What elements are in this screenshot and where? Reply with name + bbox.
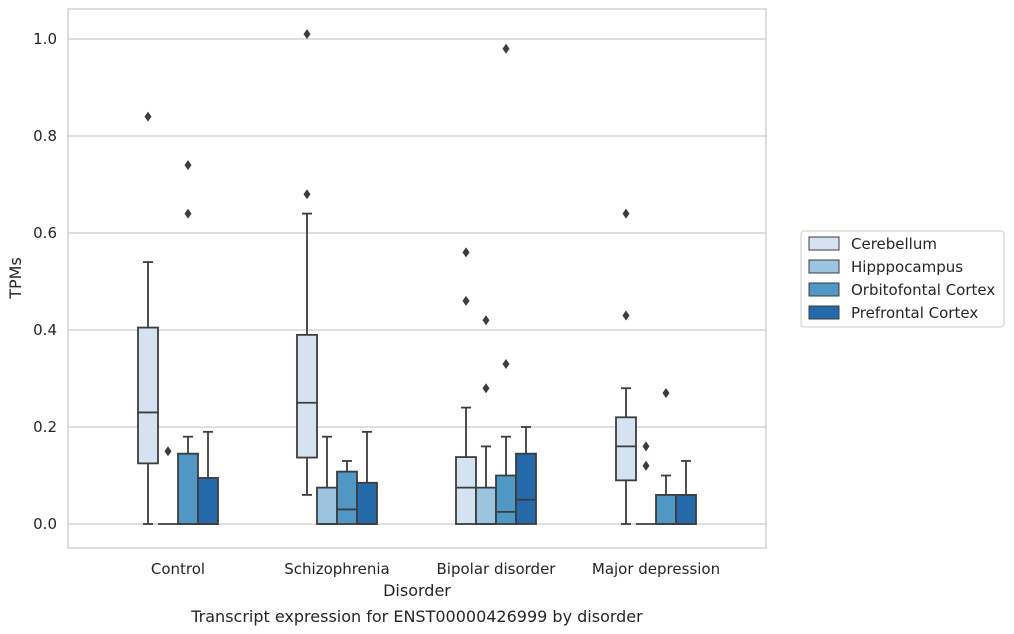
series-cerebellum xyxy=(137,29,637,525)
y-axis-title: TPMs xyxy=(6,257,25,300)
series-prefrontal-cortex xyxy=(197,426,697,525)
box xyxy=(296,333,318,459)
box xyxy=(197,477,219,525)
x-tick-label: Schizophrenia xyxy=(284,560,389,578)
outlier-point xyxy=(482,383,490,394)
outlier-point xyxy=(622,208,630,219)
box xyxy=(675,493,697,525)
box xyxy=(336,470,358,525)
legend-swatch xyxy=(808,236,840,251)
outlier-point xyxy=(642,441,650,452)
outlier-point xyxy=(462,247,470,258)
outlier-point xyxy=(482,315,490,326)
legend-label: Prefrontal Cortex xyxy=(851,304,978,322)
legend-label: Orbitofontal Cortex xyxy=(851,281,995,299)
x-tick-label: Control xyxy=(151,560,205,578)
y-tick-label: 0.2 xyxy=(33,418,57,436)
box xyxy=(455,456,477,525)
plot-frame xyxy=(67,8,767,549)
box-series xyxy=(137,29,697,525)
y-tick-label: 0.8 xyxy=(33,127,57,145)
y-tick-label: 0.6 xyxy=(33,224,57,242)
box xyxy=(356,481,378,525)
legend-swatch xyxy=(808,259,840,274)
box xyxy=(655,493,677,525)
outlier-point xyxy=(622,310,630,321)
series-orbitofontal-cortex xyxy=(177,43,677,525)
outlier-point xyxy=(642,460,650,471)
box xyxy=(177,452,199,525)
outlier-point xyxy=(303,29,311,40)
box xyxy=(137,326,159,465)
figure-caption: Transcript expression for ENST0000042699… xyxy=(190,607,643,626)
outlier-point xyxy=(144,111,152,122)
y-axis-ticks: 0.0 0.2 0.4 0.6 0.8 1.0 xyxy=(33,30,57,533)
box xyxy=(515,452,537,525)
legend: Cerebellum Hipppocampus Orbitofontal Corte… xyxy=(800,230,1005,328)
outlier-point xyxy=(184,208,192,219)
box xyxy=(475,486,497,525)
legend-frame xyxy=(800,230,1005,328)
box xyxy=(495,474,517,525)
plot-background xyxy=(68,9,766,548)
legend-swatch xyxy=(808,282,840,297)
legend-label: Hipppocampus xyxy=(851,258,963,276)
y-tick-label: 0.4 xyxy=(33,321,57,339)
outlier-point xyxy=(184,160,192,171)
box xyxy=(316,486,338,525)
outlier-point xyxy=(462,295,470,306)
outlier-point xyxy=(303,189,311,200)
outlier-point xyxy=(502,43,510,54)
series-hipppocampus xyxy=(158,315,656,525)
box xyxy=(615,416,637,482)
legend-label: Cerebellum xyxy=(851,235,937,253)
outlier-point xyxy=(662,388,670,399)
legend-swatch xyxy=(808,305,840,320)
x-axis-title: Disorder xyxy=(383,581,451,600)
y-tick-label: 1.0 xyxy=(33,30,57,48)
x-axis-ticks: Control Schizophrenia Bipolar disorder Majo… xyxy=(151,560,720,578)
outlier-point xyxy=(502,358,510,369)
outlier-point xyxy=(164,446,172,457)
y-tick-label: 0.0 xyxy=(33,515,57,533)
x-tick-label: Major depression xyxy=(592,560,720,578)
x-tick-label: Bipolar disorder xyxy=(437,560,557,578)
